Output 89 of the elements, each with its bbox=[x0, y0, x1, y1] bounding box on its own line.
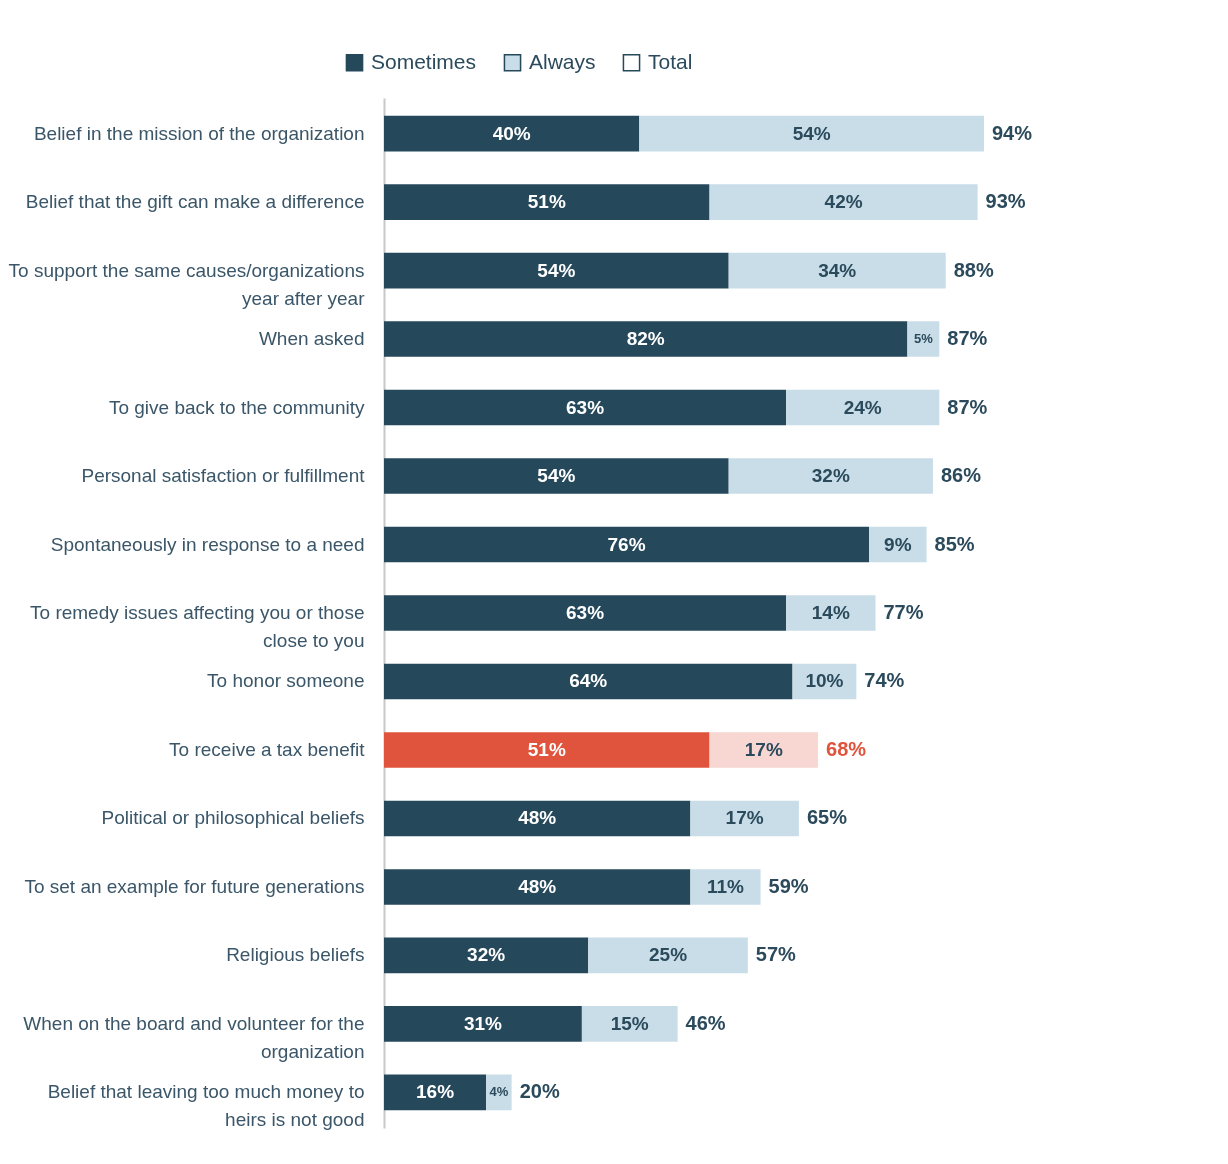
bar bbox=[384, 458, 729, 494]
data-label: 17% bbox=[744, 738, 783, 760]
total-label: 68% bbox=[826, 737, 867, 760]
data-label: 54% bbox=[792, 122, 831, 144]
data-label: 64% bbox=[569, 670, 608, 692]
bar bbox=[384, 252, 729, 289]
y-tick-label: Religious beliefs bbox=[226, 944, 365, 966]
y-tick-label: When on the board and volunteer for the organization bbox=[23, 1012, 365, 1062]
data-label: 9% bbox=[884, 533, 912, 555]
y-tick-label: To remedy issues affecting you or those close to you bbox=[30, 602, 365, 651]
data-label: 82% bbox=[626, 328, 665, 350]
data-label: 40% bbox=[492, 122, 531, 144]
bar bbox=[384, 526, 870, 563]
data-label: 11% bbox=[707, 875, 745, 897]
data-label: 76% bbox=[607, 533, 646, 555]
bar bbox=[709, 732, 819, 768]
bar bbox=[384, 869, 691, 905]
bar bbox=[384, 321, 908, 357]
bar bbox=[728, 458, 933, 494]
data-label: 17% bbox=[725, 807, 764, 829]
data-label: 48% bbox=[518, 807, 557, 829]
data-label: 51% bbox=[527, 738, 566, 760]
bar bbox=[709, 184, 978, 220]
y-tick-label: To give back to the community bbox=[108, 396, 365, 418]
data-label: 4% bbox=[489, 1084, 509, 1100]
bar bbox=[384, 184, 710, 220]
total-label: 87% bbox=[947, 395, 988, 418]
y-tick-label: Personal satisfaction or fulfillment bbox=[81, 465, 366, 487]
data-label: 32% bbox=[467, 944, 506, 966]
bar bbox=[384, 595, 787, 631]
bar bbox=[907, 321, 940, 357]
total-label: 20% bbox=[519, 1080, 560, 1103]
data-label: 54% bbox=[537, 259, 576, 281]
data-label: 34% bbox=[818, 259, 857, 281]
total-label: 59% bbox=[768, 874, 809, 897]
total-label: 46% bbox=[685, 1011, 726, 1034]
data-label: 31% bbox=[463, 1012, 503, 1034]
bar bbox=[786, 595, 876, 631]
total-label: 86% bbox=[940, 464, 982, 487]
data-label: 63% bbox=[566, 396, 605, 418]
data-label: 15% bbox=[610, 1012, 649, 1034]
y-tick-label: Belief in the mission of the organization bbox=[33, 122, 365, 144]
y-tick-label: Belief that leaving too much money to heirs is not good bbox=[47, 1081, 365, 1131]
data-label: 16% bbox=[416, 1081, 455, 1103]
bar bbox=[384, 389, 787, 426]
y-tick-label: Political or philosophical beliefs bbox=[101, 807, 365, 829]
bar bbox=[384, 937, 589, 974]
y-tick-label: When asked bbox=[258, 328, 365, 350]
total-label: 94% bbox=[992, 121, 1033, 144]
total-label: 85% bbox=[934, 532, 975, 555]
y-tick-label: To set an example for future generations bbox=[24, 875, 365, 897]
total-label: 88% bbox=[953, 258, 994, 281]
data-label: 14% bbox=[811, 602, 850, 623]
bar bbox=[690, 869, 761, 905]
total-label: 93% bbox=[985, 190, 1026, 213]
y-tick-label: To support the same causes/organizations year after year bbox=[8, 259, 366, 309]
data-label: 5% bbox=[913, 331, 934, 347]
total-label: 57% bbox=[755, 943, 797, 966]
data-label: 51% bbox=[527, 191, 566, 213]
bar bbox=[639, 115, 984, 152]
bar bbox=[728, 252, 946, 289]
legend-label: Total bbox=[648, 49, 693, 73]
bar bbox=[690, 800, 799, 837]
total-label: 65% bbox=[806, 806, 848, 829]
bar bbox=[384, 800, 691, 837]
total-label: 74% bbox=[864, 669, 905, 692]
total-label: 77% bbox=[883, 601, 924, 623]
y-tick-label: To receive a tax benefit bbox=[169, 738, 366, 760]
data-label: 54% bbox=[537, 465, 576, 487]
legend-label: Sometimes bbox=[371, 49, 477, 73]
bar bbox=[384, 732, 710, 768]
data-label: 25% bbox=[649, 944, 688, 966]
legend-label: Always bbox=[529, 49, 596, 73]
data-label: 48% bbox=[518, 875, 557, 897]
data-label: 42% bbox=[824, 191, 863, 213]
data-label: 63% bbox=[566, 602, 605, 623]
bar bbox=[384, 1006, 582, 1042]
data-label: 24% bbox=[843, 396, 882, 418]
bar bbox=[588, 937, 748, 974]
data-label: 32% bbox=[811, 465, 850, 487]
bar bbox=[384, 663, 793, 700]
bar bbox=[384, 115, 640, 152]
total-label: 87% bbox=[947, 327, 988, 350]
bar bbox=[786, 389, 940, 426]
data-label: 10% bbox=[805, 670, 844, 692]
y-tick-label: Spontaneously in response to a need bbox=[50, 533, 365, 555]
y-tick-label: To honor someone bbox=[207, 670, 365, 692]
bar bbox=[581, 1006, 678, 1042]
y-tick-label: Belief that the gift can make a difference bbox=[25, 191, 365, 213]
